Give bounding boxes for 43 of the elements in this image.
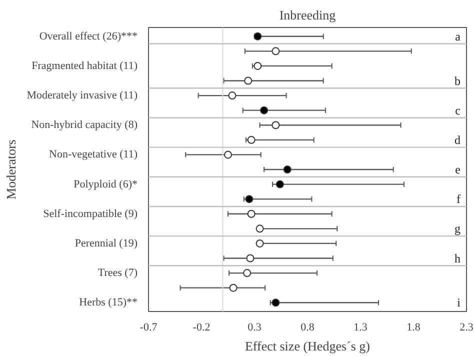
annotation: f (456, 192, 461, 206)
annotation: b (454, 74, 460, 88)
point (244, 76, 252, 85)
x-tick-label: 1.3 (354, 322, 368, 334)
annotation: a (455, 29, 462, 44)
y-tick-label: Herbs (15)** (79, 296, 138, 309)
y-tick-label: Perennial (19) (74, 237, 138, 250)
x-tick-label: 0.3 (248, 322, 262, 334)
annotation: g (454, 222, 460, 236)
point (272, 47, 280, 56)
x-tick-label: 0.8 (300, 322, 315, 334)
chart-title: Inbreeding (279, 8, 336, 22)
y-tick-label: Overall effect (26)*** (39, 30, 138, 42)
point (272, 121, 280, 130)
y-tick-label: Non-vegetative (11) (49, 148, 138, 161)
annotation: d (454, 132, 460, 147)
point (224, 150, 232, 159)
point (247, 210, 256, 218)
annotation: i (457, 296, 462, 310)
x-tick-label: 1.8 (406, 322, 421, 334)
x-tick-label: -0.7 (140, 322, 158, 334)
point (246, 254, 254, 262)
point (243, 269, 252, 278)
point (228, 92, 236, 100)
y-axis-title: Moderators (4, 140, 19, 200)
point (256, 224, 264, 233)
y-tick-label: Moderately invasive (11) (26, 90, 138, 102)
point (276, 180, 284, 188)
x-tick-label: -0.2 (192, 322, 210, 334)
y-tick-label: Self-incompatible (9) (43, 208, 138, 220)
y-tick-label: Polyploid (6)* (74, 178, 138, 190)
x-tick-label: 2.3 (460, 322, 474, 334)
annotation: c (455, 103, 460, 118)
annotation: h (454, 251, 460, 266)
y-tick-label: Non-hybrid capacity (8) (31, 119, 138, 132)
y-tick-label: Fragmented habitat (11) (32, 60, 138, 72)
y-tick-label: Trees (7) (98, 267, 138, 280)
x-axis-title: Effect size (Hedges´s g) (244, 338, 370, 354)
annotation: e (455, 162, 460, 176)
point (260, 106, 268, 114)
point (229, 284, 238, 292)
point (256, 239, 264, 248)
point (283, 166, 292, 174)
